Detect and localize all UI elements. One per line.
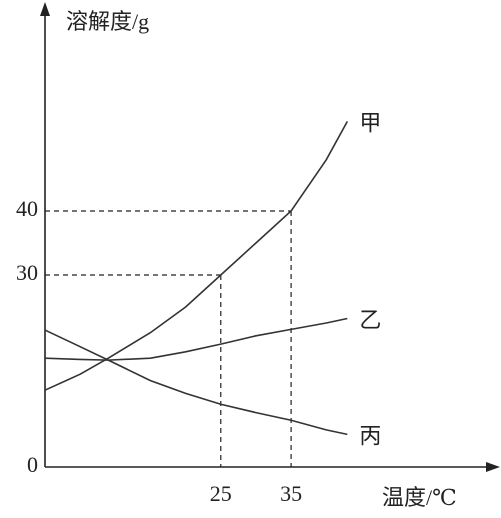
curve bbox=[44, 329, 348, 436]
curve bbox=[44, 317, 348, 361]
y-tick-label: 0 bbox=[27, 452, 38, 477]
x-axis-label: 温度/℃ bbox=[382, 485, 457, 510]
y-axis-arrow bbox=[40, 2, 50, 16]
y-tick-label: 40 bbox=[16, 196, 38, 221]
y-axis-label: 溶解度/g bbox=[66, 9, 149, 34]
series-label: 甲 bbox=[359, 110, 381, 135]
x-axis-arrow bbox=[486, 462, 500, 472]
x-tick-label: 35 bbox=[280, 481, 302, 506]
x-tick-label: 25 bbox=[210, 481, 232, 506]
series-label: 丙 bbox=[359, 423, 381, 448]
y-tick-label: 30 bbox=[16, 260, 38, 285]
series-label: 乙 bbox=[359, 308, 381, 333]
curve bbox=[44, 121, 349, 391]
